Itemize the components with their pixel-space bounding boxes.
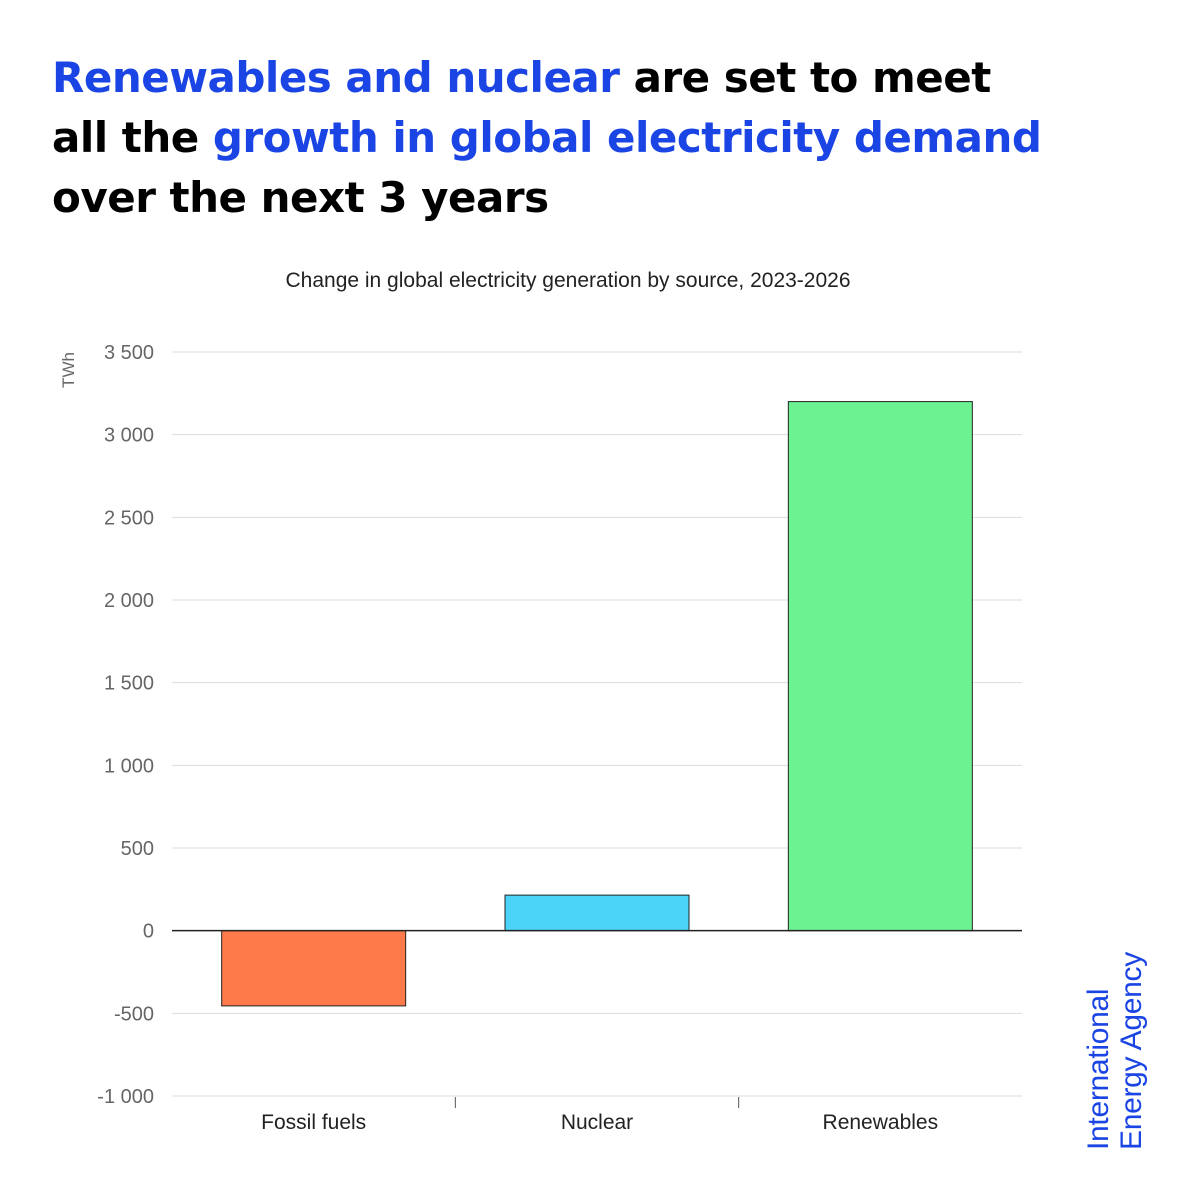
y-tick-label: -500: [114, 1003, 154, 1025]
y-tick-label: 0: [143, 921, 154, 943]
x-axis-ticks: Fossil fuels Nuclear Renewables: [261, 1097, 938, 1134]
y-tick-label: 3 500: [104, 342, 154, 364]
y-axis-ticks: -1 000 -500 0 500 1 000 1 500 2 000 2 500 3 000 3…: [97, 342, 154, 1108]
headline-highlight: growth in global electricity demand: [212, 113, 1042, 162]
bar-renewables: [787, 401, 973, 932]
y-tick-label: 3 000: [104, 425, 154, 447]
x-tick-label: Fossil fuels: [261, 1111, 366, 1134]
y-axis-label: TWh: [59, 352, 78, 388]
bar-nuclear: [504, 894, 690, 932]
headline-text: over the next 3 years: [52, 173, 549, 222]
y-tick-label: 2 000: [104, 590, 154, 612]
y-tick-label: 1 000: [104, 755, 154, 777]
y-tick-label: -1 000: [97, 1086, 154, 1108]
y-tick-label: 500: [121, 838, 154, 860]
chart-title: Change in global electricity generation …: [285, 269, 850, 292]
bars: [221, 401, 973, 1007]
y-tick-label: 1 500: [104, 673, 154, 695]
bar-fossil-fuels: [221, 930, 407, 1007]
headline: Renewables and nuclear are set to meet a…: [52, 48, 1052, 228]
iea-logo: International Energy Agency: [1082, 910, 1148, 1150]
x-tick-label: Nuclear: [561, 1111, 633, 1134]
logo-line-2: Energy Agency: [1115, 952, 1148, 1150]
x-tick-label: Renewables: [823, 1111, 939, 1134]
y-tick-label: 2 500: [104, 507, 154, 529]
headline-highlight: Renewables and nuclear: [52, 53, 620, 102]
logo-line-1: International: [1082, 988, 1115, 1150]
headline-text: are set to meet all the: [52, 53, 991, 162]
